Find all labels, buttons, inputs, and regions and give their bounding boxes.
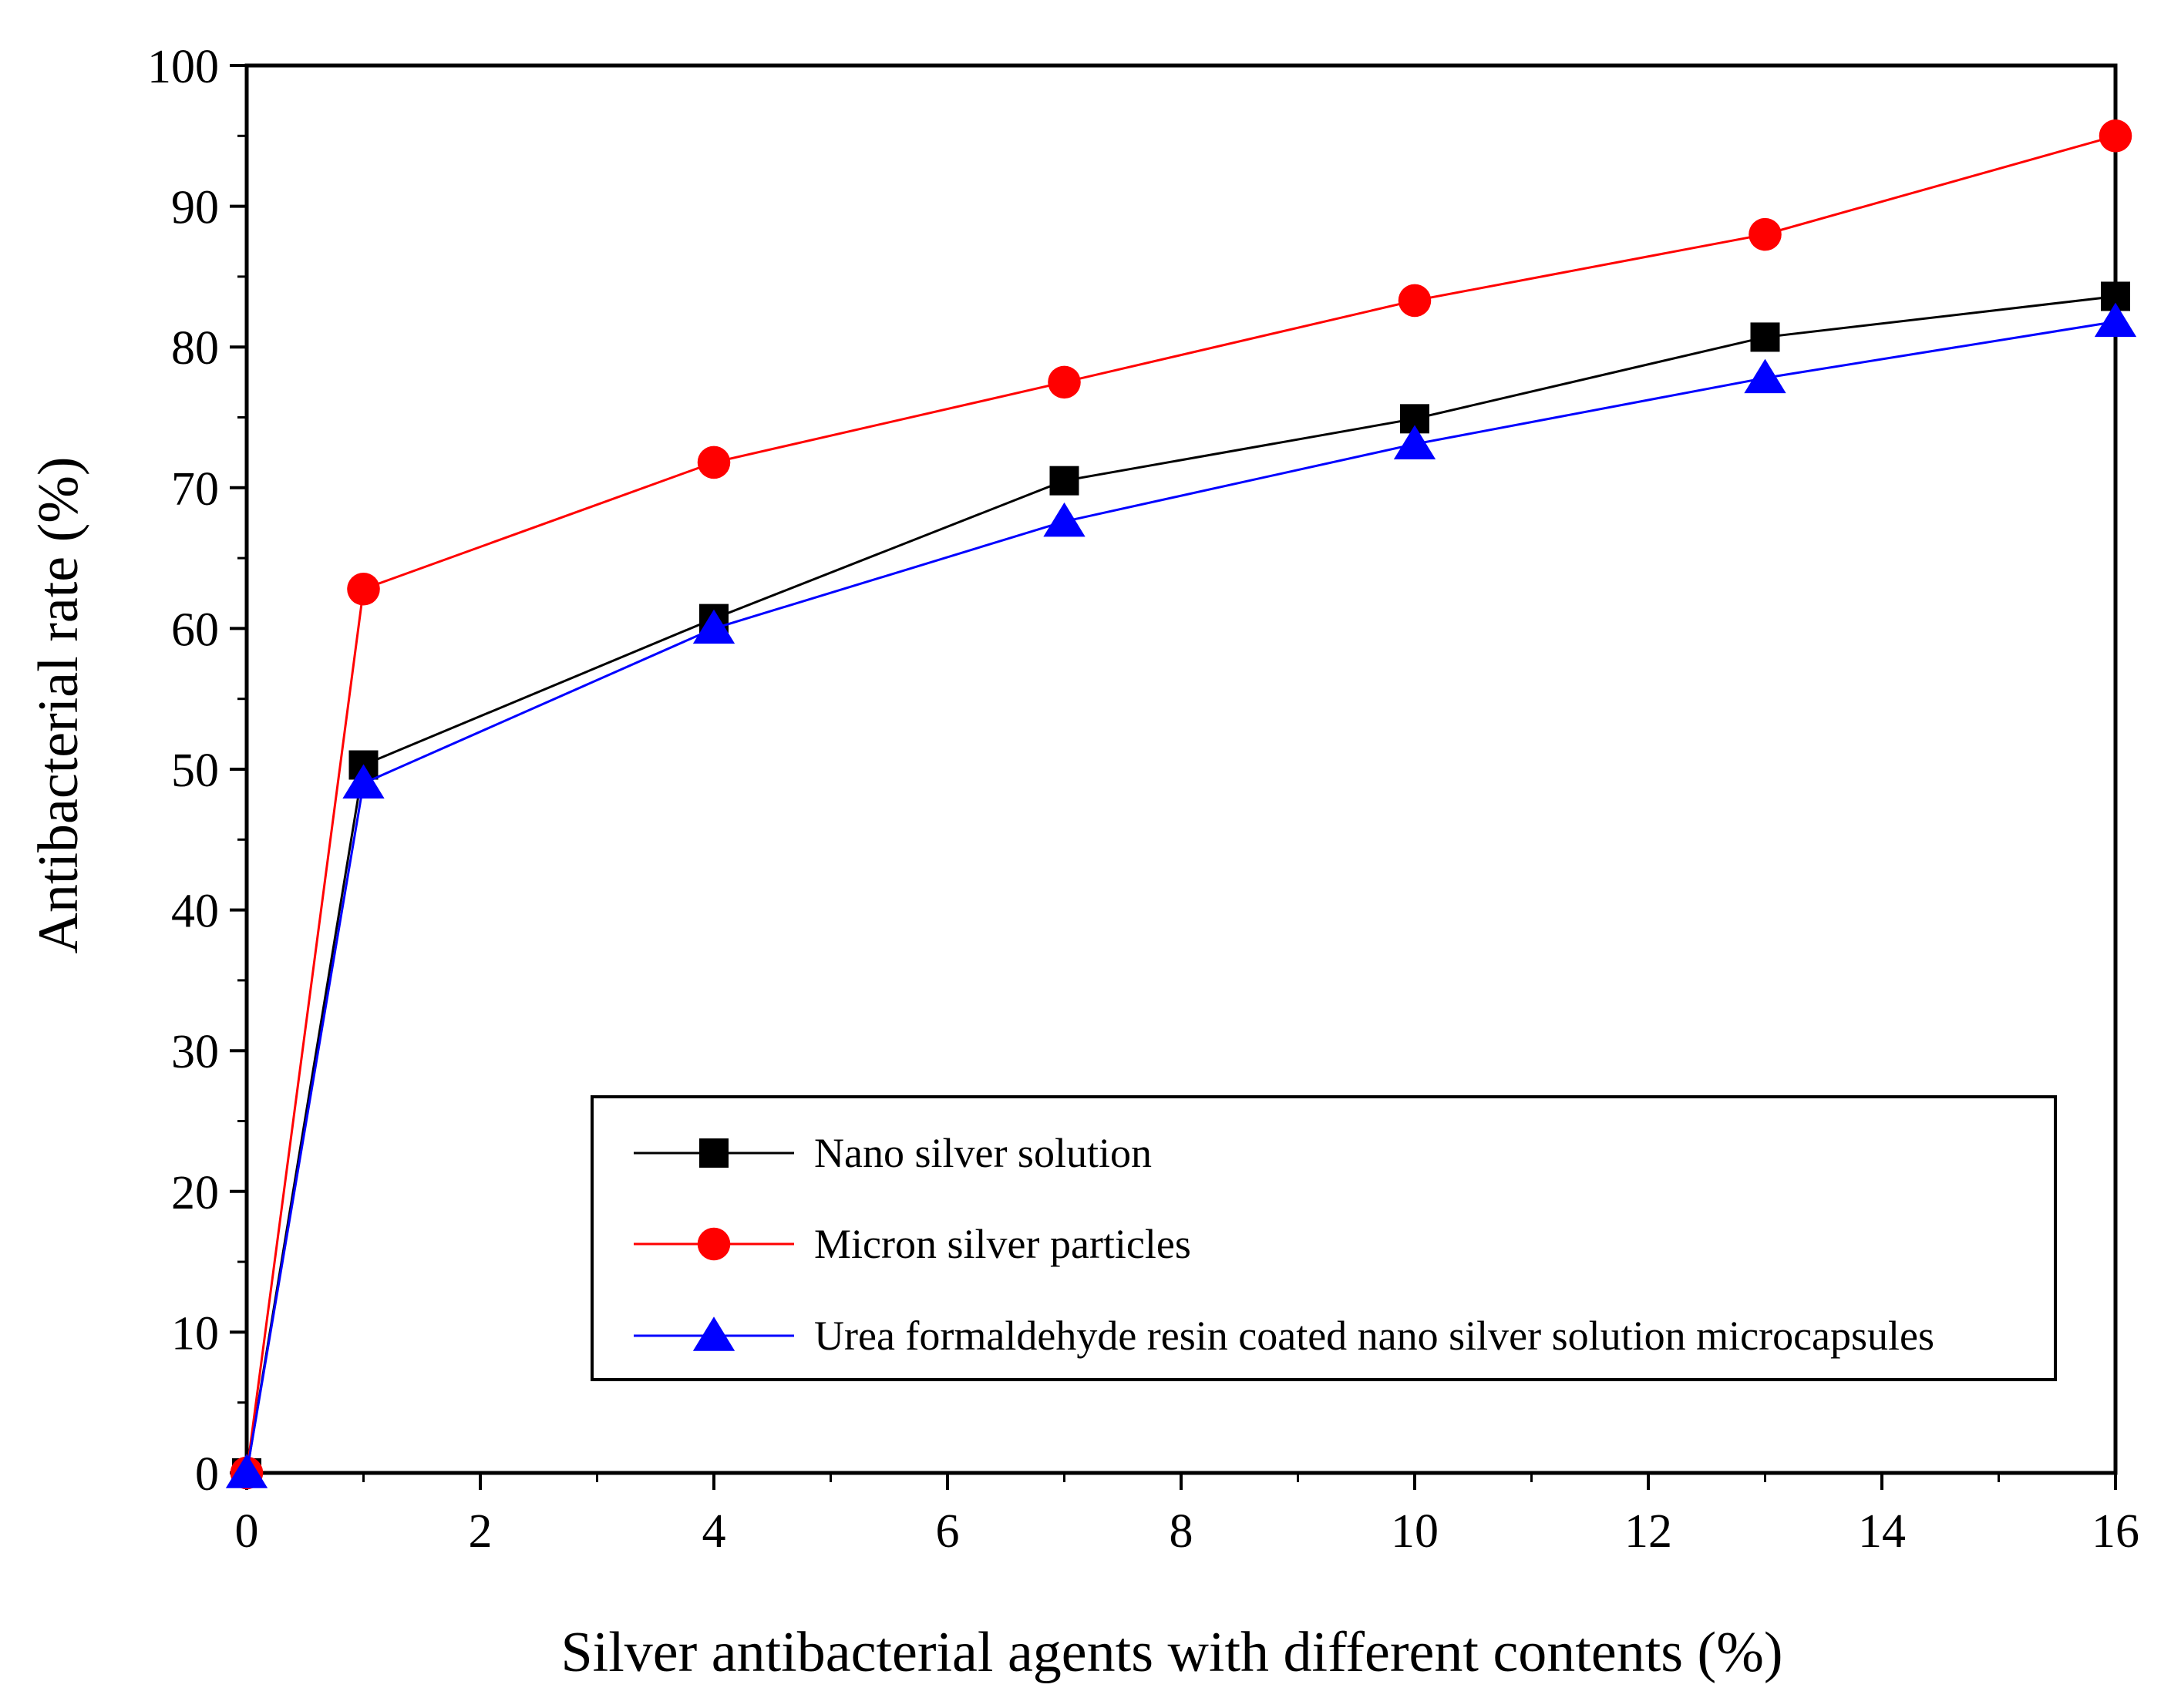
x-tick-label: 10 — [1391, 1505, 1439, 1558]
y-tick-label: 40 — [171, 886, 219, 938]
legend-label: Micron silver particles — [814, 1221, 1191, 1267]
legend-marker — [692, 1316, 735, 1351]
y-axis-title: Antibacterial rate (%) — [27, 456, 90, 953]
data-point — [1749, 217, 1782, 251]
data-point — [1393, 425, 1436, 459]
legend-label: Urea formaldehyde resin coated nano silv… — [814, 1313, 1934, 1359]
y-tick-label: 30 — [171, 1026, 219, 1078]
x-axis-title: Silver antibacterial agents with differe… — [561, 1621, 1783, 1684]
x-tick-label: 0 — [235, 1505, 259, 1558]
y-tick-label: 70 — [171, 463, 219, 516]
legend-label: Nano silver solution — [814, 1130, 1152, 1176]
data-point — [2099, 119, 2132, 153]
data-point — [1398, 284, 1432, 318]
data-point — [697, 445, 731, 479]
data-point — [225, 1454, 268, 1488]
x-tick-label: 6 — [936, 1505, 960, 1558]
legend-box — [591, 1095, 2057, 1381]
data-point — [692, 609, 735, 644]
x-tick-label: 12 — [1624, 1505, 1672, 1558]
legend-marker — [697, 1227, 731, 1261]
data-point — [2094, 302, 2137, 338]
legend-entry-2: Micron silver particles — [634, 1221, 1191, 1267]
y-tick-label: 90 — [171, 182, 219, 234]
y-tick-label: 20 — [171, 1167, 219, 1219]
x-tick-label: 14 — [1858, 1505, 1906, 1558]
legend-entry-1: Nano silver solution — [634, 1130, 1152, 1176]
y-tick-label: 100 — [147, 41, 219, 93]
legend-marker — [699, 1138, 729, 1168]
data-point — [1750, 322, 1780, 352]
y-tick-label: 10 — [171, 1307, 219, 1360]
data-point — [1744, 358, 1786, 394]
data-point — [342, 764, 385, 799]
x-tick-label: 8 — [1170, 1505, 1193, 1558]
x-tick-label: 2 — [469, 1505, 493, 1558]
y-tick-label: 50 — [171, 745, 219, 797]
y-tick-label: 80 — [171, 322, 219, 375]
data-point — [1048, 365, 1081, 399]
series-layer — [225, 119, 2137, 1490]
data-point — [1049, 466, 1079, 496]
legend-entry-3: Urea formaldehyde resin coated nano silv… — [634, 1313, 1934, 1359]
data-point — [347, 572, 380, 606]
series-3 — [225, 302, 2137, 1488]
y-tick-label: 60 — [171, 604, 219, 656]
data-point — [1043, 502, 1086, 537]
axes: 0 2 4 6 8 10 12 14 16 0 10 20 30 40 50 60 70 80 90 100 — [147, 41, 2139, 1558]
x-tick-label: 16 — [2092, 1505, 2139, 1558]
legend: Nano silver solution Micron silver partic… — [591, 1095, 2057, 1381]
x-tick-label: 4 — [702, 1505, 726, 1558]
y-tick-label: 0 — [195, 1448, 219, 1501]
